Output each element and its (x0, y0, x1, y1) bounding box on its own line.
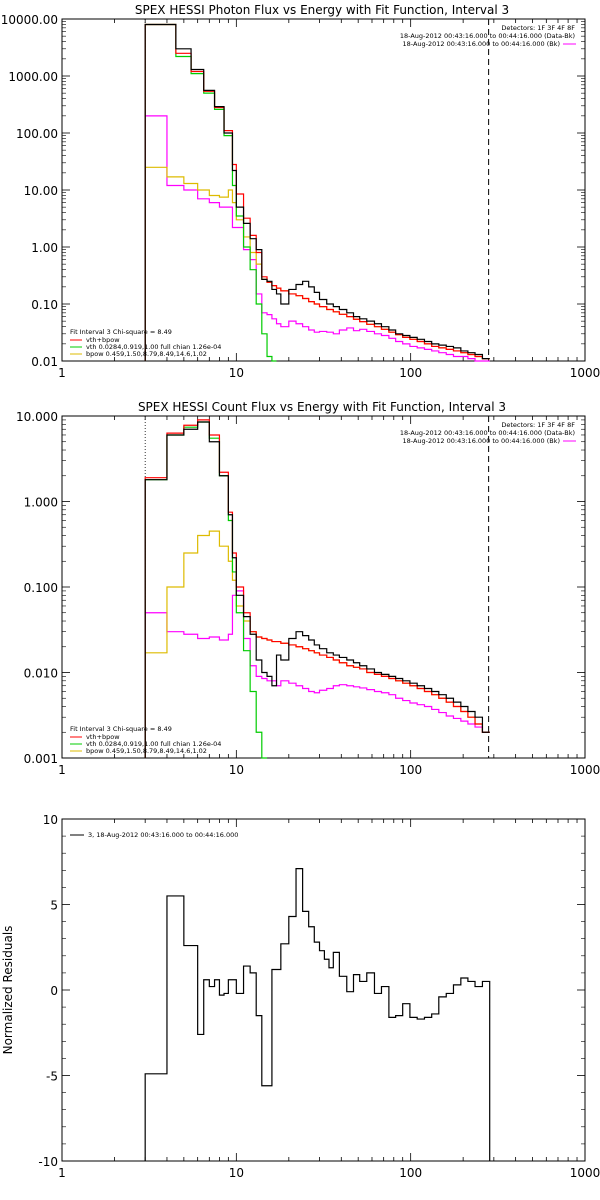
panel2-header: Detectors: 1F 3F 4F 8F 18-Aug-2012 00:43… (400, 421, 576, 445)
panel1-series-total (144, 23, 490, 361)
panel1-ytick-label: 1000.00 (8, 70, 58, 84)
panel2-ytick-label: 10.000 (16, 410, 58, 424)
panel2-series-vth (144, 421, 268, 759)
panel2-ytick-label: 0.001 (24, 752, 58, 766)
panel2-title: SPEX HESSI Count Flux vs Energy with Fit… (138, 400, 506, 414)
panel3-legend-label: 3, 18-Aug-2012 00:43:16.000 to 00:44:16.… (88, 831, 238, 839)
panel2-xtick-label: 100 (399, 763, 422, 777)
panel2-series-background (144, 590, 490, 758)
panel1-ytick-label: 10.00 (24, 184, 58, 198)
panel1-plot-frame (61, 18, 586, 362)
panel2-xtick-label: 1 (58, 763, 66, 777)
panel2-ytick-label: 0.100 (24, 581, 58, 595)
panel1-series-layer (144, 19, 490, 362)
panel3-ytick-label: 5 (50, 899, 58, 913)
panel1-bk-label: 18-Aug-2012 00:43:16.000 to 00:44:16.000… (403, 40, 560, 48)
panel3-series-layer (144, 867, 491, 1161)
panel2-ytick-label: 1.000 (24, 496, 58, 510)
panel1-fit-title: Fit Interval 3 Chi-square = 8.49 (70, 328, 172, 336)
panel3-xtick-label: 1 (58, 1166, 66, 1180)
panel2-legend-bpow-label: bpow 0.459,1.50,8.79,8.49,14.6,1.02 (86, 747, 207, 755)
panel3-ytick-label: -10 (38, 1155, 58, 1169)
panel1-legend-total-label: vth+bpow (86, 336, 120, 344)
panel1-legend-bpow-label: bpow 0.459,1.50,8.79,8.49,14.6,1.02 (86, 350, 207, 358)
panel1-legend-vth-label: vth 0.0284,0.919,1.00 full chian 1.26e-0… (86, 343, 221, 351)
panel1-ytick-label: 0.10 (31, 298, 58, 312)
panel3-series-residuals (144, 867, 491, 1161)
panel3-grid-ticks: 1 10 100 1000 10 5 0 -5 -10 (38, 813, 600, 1180)
panel1-ytick-label: 100.00 (16, 127, 58, 141)
panel2-series-total (144, 419, 490, 758)
panel2-series-data (144, 421, 490, 758)
panel1-time-label: 18-Aug-2012 00:43:16.000 to 00:44:16.000… (400, 32, 575, 40)
panel1-ytick-label: 0.01 (31, 355, 58, 369)
panel2-time-label: 18-Aug-2012 00:43:16.000 to 00:44:16.000… (400, 429, 575, 437)
panel2-fit-title: Fit Interval 3 Chi-square = 8.49 (70, 725, 172, 733)
panel3-plot-frame (61, 818, 586, 1162)
panel3-ytick-label: -5 (46, 1070, 58, 1084)
count-flux-panel: SPEX HESSI Count Flux vs Energy with Fit… (16, 400, 600, 777)
panel1-ytick-label: 1.00 (31, 241, 58, 255)
panel1-series-data (144, 23, 490, 361)
panel1-detectors-label: Detectors: 1F 3F 4F 8F (501, 24, 575, 32)
panel3-xtick-label: 100 (399, 1166, 422, 1180)
panel2-xtick-label: 10 (229, 763, 244, 777)
panel1-grid-ticks: 1 10 100 1000 10000.00 1000.00 100.00 10.00 1.00… (1, 13, 600, 380)
panel1-xtick-label: 1 (58, 366, 66, 380)
residuals-panel: 1 10 100 1000 10 5 0 -5 -10 Normalized Residuals… (1, 813, 600, 1180)
panel1-title: SPEX HESSI Photon Flux vs Energy with Fi… (135, 3, 509, 17)
panel2-bk-label: 18-Aug-2012 00:43:16.000 to 00:44:16.000… (403, 437, 560, 445)
panel3-xtick-label: 10 (229, 1166, 244, 1180)
panel2-xtick-label: 1000 (570, 763, 600, 777)
panel1-xtick-label: 1000 (570, 366, 600, 380)
panel2-detectors-label: Detectors: 1F 3F 4F 8F (501, 421, 575, 429)
panel1-series-background (144, 115, 490, 362)
panel2-plot-frame (61, 415, 586, 759)
panel1-series-vth (144, 23, 277, 362)
panel3-xtick-label: 1000 (570, 1166, 600, 1180)
panel2-ytick-label: 0.010 (24, 667, 58, 681)
panel1-fit-legend: Fit Interval 3 Chi-square = 8.49 vth+bpo… (70, 328, 221, 358)
panel1-xtick-label: 100 (399, 366, 422, 380)
panel2-legend-total-label: vth+bpow (86, 733, 120, 741)
panel2-fit-legend: Fit Interval 3 Chi-square = 8.49 vth+bpo… (70, 725, 221, 755)
photon-flux-panel: SPEX HESSI Photon Flux vs Energy with Fi… (1, 3, 600, 380)
panel1-ytick-label: 10000.00 (1, 13, 58, 27)
panel2-grid-ticks: 1 10 100 1000 10.000 1.000 0.100 0.010 0.001 (16, 410, 600, 777)
panel1-header: Detectors: 1F 3F 4F 8F 18-Aug-2012 00:43… (400, 24, 576, 48)
panel1-xtick-label: 10 (229, 366, 244, 380)
panel3-ytick-label: 0 (50, 984, 58, 998)
panel2-series-layer (144, 416, 490, 759)
panel3-ylabel: Normalized Residuals (1, 926, 15, 1055)
panel3-ytick-label: 10 (43, 813, 58, 827)
panel2-legend-vth-label: vth 0.0284,0.919,1.00 full chian 1.26e-0… (86, 740, 221, 748)
